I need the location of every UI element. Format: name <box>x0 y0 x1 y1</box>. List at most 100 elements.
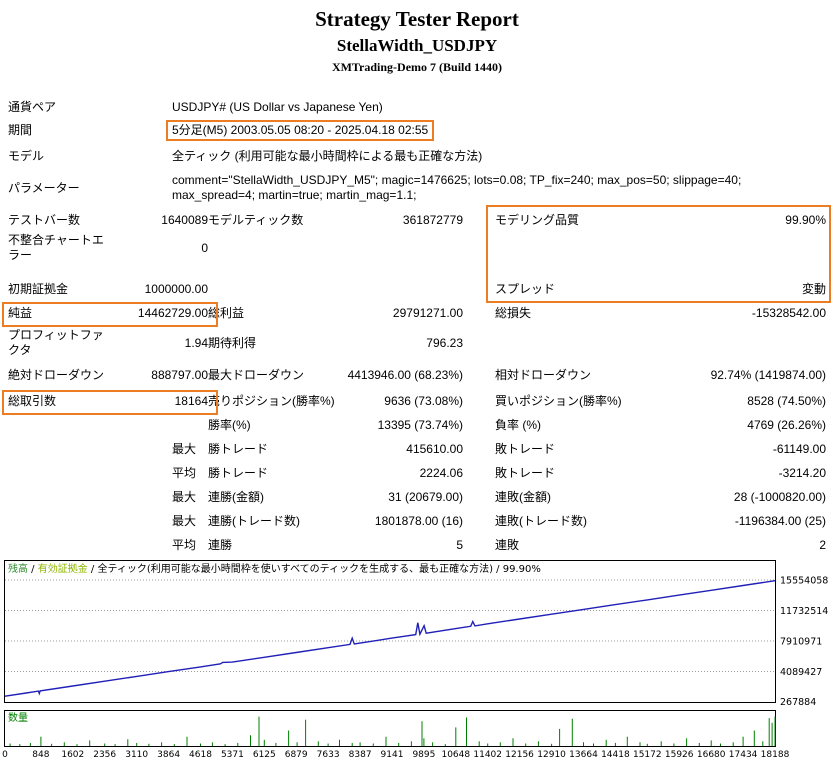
cell-empty <box>358 277 463 301</box>
table-row: 絶対ドローダウン 888797.00 最大ドローダウン 4413946.00 (68.… <box>8 361 826 389</box>
cell-label: モデリング品質 <box>495 212 580 227</box>
cell-value: 888797.00 <box>151 367 208 382</box>
cell-label: 連敗(金額) <box>495 489 551 504</box>
cell-label: 期間 <box>8 122 33 137</box>
cell-value: 0 <box>201 240 208 255</box>
table-row: 勝率(%) 13395 (73.74%) 負率 (%) 4769 (26.26%) <box>8 413 826 437</box>
cell-label: 全ティック (利用可能な最小時間枠による最も正確な方法) <box>172 148 483 163</box>
cell-empty <box>208 233 358 263</box>
x-axis-label: 12156 <box>505 750 534 760</box>
cell-label: 買いポジション(勝率%) <box>495 393 622 408</box>
table-row: モデル 全ティック (利用可能な最小時間枠による最も正確な方法) <box>8 143 826 169</box>
cell-value: -61149.00 <box>772 441 826 456</box>
cell-label: USDJPY# (US Dollar vs Japanese Yen) <box>172 99 383 114</box>
cell-label: 最大 <box>172 489 197 504</box>
cell-value: 1.94 <box>184 335 208 350</box>
x-axis-label: 15926 <box>665 750 694 760</box>
cell-label: パラメーター <box>8 180 80 195</box>
cell-empty <box>8 485 172 509</box>
x-axis-label: 16680 <box>697 750 726 760</box>
cell-value: 14462729.00 <box>137 305 208 320</box>
cell-label: 総利益 <box>208 305 245 320</box>
report-table: 通貨ペア USDJPY# (US Dollar vs Japanese Yen) 期… <box>8 97 826 557</box>
table-row: プロフィットファクタ 1.94 期待利得 796.23 <box>8 325 826 361</box>
y-axis-label: 7910971 <box>780 637 822 648</box>
cell-value: 1000000.00 <box>144 281 208 296</box>
cell-empty <box>463 233 623 263</box>
x-axis-label: 1602 <box>61 750 84 760</box>
cell-value: 18164 <box>174 393 208 408</box>
x-axis-label: 17434 <box>729 750 758 760</box>
server-build: XMTrading-Demo 7 (Build 1440) <box>331 60 503 74</box>
x-axis-label: 9895 <box>412 750 435 760</box>
x-axis-label: 2356 <box>93 750 116 760</box>
cell-label: プロフィットファクタ <box>8 328 104 357</box>
cell-value: 変動 <box>801 281 826 296</box>
x-axis-label: 4618 <box>189 750 212 760</box>
balance-chart: 15554058 11732514 7910971 4089427 267884 残高 /… <box>2 560 834 763</box>
cell-value: 13395 (73.74%) <box>377 417 463 432</box>
y-axis-label: 4089427 <box>780 667 822 678</box>
cell-label: 5分足(M5) 2003.05.05 08:20 - 2025.04.18 02… <box>166 117 826 143</box>
volume-bars <box>9 716 776 746</box>
cell-label: 負率 (%) <box>495 417 541 432</box>
cell-empty <box>8 509 172 533</box>
cell-empty <box>208 277 358 301</box>
cell-value: 2224.06 <box>419 465 463 480</box>
cell-label: モデルティック数 <box>208 212 304 227</box>
cell-label: 平均 <box>172 465 197 480</box>
cell-label: 連敗 <box>495 537 520 552</box>
x-axis-label: 848 <box>32 750 49 760</box>
table-row <box>8 263 826 277</box>
table-row: 平均 勝トレード 2224.06 敗トレード -3214.20 <box>8 461 826 485</box>
cell-label: 売りポジション(勝率%) <box>208 393 335 408</box>
cell-label: 連敗(トレード数) <box>495 513 587 528</box>
table-row: 平均 連勝 5 連敗 2 <box>8 533 826 557</box>
x-axis-label: 8387 <box>349 750 372 760</box>
table-row: パラメーター comment="StellaWidth_USDJPY_M5"; m… <box>8 169 826 207</box>
cell-value: 1801878.00 (16) <box>374 513 463 528</box>
x-axis-label: 0 <box>2 750 8 760</box>
cell-label: 絶対ドローダウン <box>8 367 105 382</box>
x-axis-label: 5371 <box>221 750 244 760</box>
volume-label: 数量 <box>8 711 28 724</box>
y-axis-label: 267884 <box>780 697 816 708</box>
volume-frame <box>4 710 776 747</box>
x-axis-label: 6125 <box>253 750 276 760</box>
cell-empty <box>463 325 623 361</box>
cell-label: 連勝(金額) <box>208 489 264 504</box>
cell-empty <box>358 233 463 263</box>
cell-label: 初期証拠金 <box>8 281 69 296</box>
cell-value: 2 <box>819 537 826 552</box>
table-row: 初期証拠金 1000000.00 スプレッド 変動 <box>8 277 826 301</box>
x-axis-label: 6879 <box>285 750 308 760</box>
x-axis-label: 12910 <box>537 750 566 760</box>
cell-label: 勝率(%) <box>208 417 251 432</box>
balance-line <box>4 580 776 697</box>
table-row: 最大 連勝(金額) 31 (20679.00) 連敗(金額) 28 (-1000820.… <box>8 485 826 509</box>
cell-label: 総損失 <box>495 305 532 320</box>
table-row: 通貨ペア USDJPY# (US Dollar vs Japanese Yen) <box>8 97 826 117</box>
chart-legend: 残高 / 有効証拠金 / 全ティック(利用可能な最小時間枠を使いすべてのティック… <box>8 562 541 575</box>
table-row: 純益 14462729.00 総利益 29791271.00 総損失 -15328542.… <box>8 301 826 325</box>
cell-label: 期待利得 <box>208 335 257 350</box>
cell-value: 415610.00 <box>406 441 463 456</box>
x-axis-label: 14418 <box>601 750 630 760</box>
report-header: Strategy Tester Report StellaWidth_USDJP… <box>0 0 834 75</box>
plot-frame <box>4 560 776 703</box>
cell-value: 361872779 <box>402 212 463 227</box>
table-row: テストバー数 1640089 モデルティック数 361872779 モデリング品質 99.… <box>8 207 826 233</box>
table-row: 最大 連勝(トレード数) 1801878.00 (16) 連敗(トレード数) -1196… <box>8 509 826 533</box>
cell-value: 5 <box>456 537 463 552</box>
table-row: 期間 5分足(M5) 2003.05.05 08:20 - 2025.04.18 … <box>8 117 826 143</box>
cell-label: テストバー数 <box>8 212 81 227</box>
cell-value: -1196384.00 (25) <box>734 513 826 528</box>
cell-value: 1640089 <box>161 212 208 227</box>
x-axis-label: 13664 <box>569 750 598 760</box>
cell-empty <box>623 233 826 263</box>
cell-empty <box>8 533 172 557</box>
cell-empty <box>8 461 172 485</box>
x-axis-label: 3110 <box>125 750 148 760</box>
cell-value: 31 (20679.00) <box>388 489 463 504</box>
equity-curve-svg: 15554058 11732514 7910971 4089427 267884 残高 /… <box>2 560 828 760</box>
